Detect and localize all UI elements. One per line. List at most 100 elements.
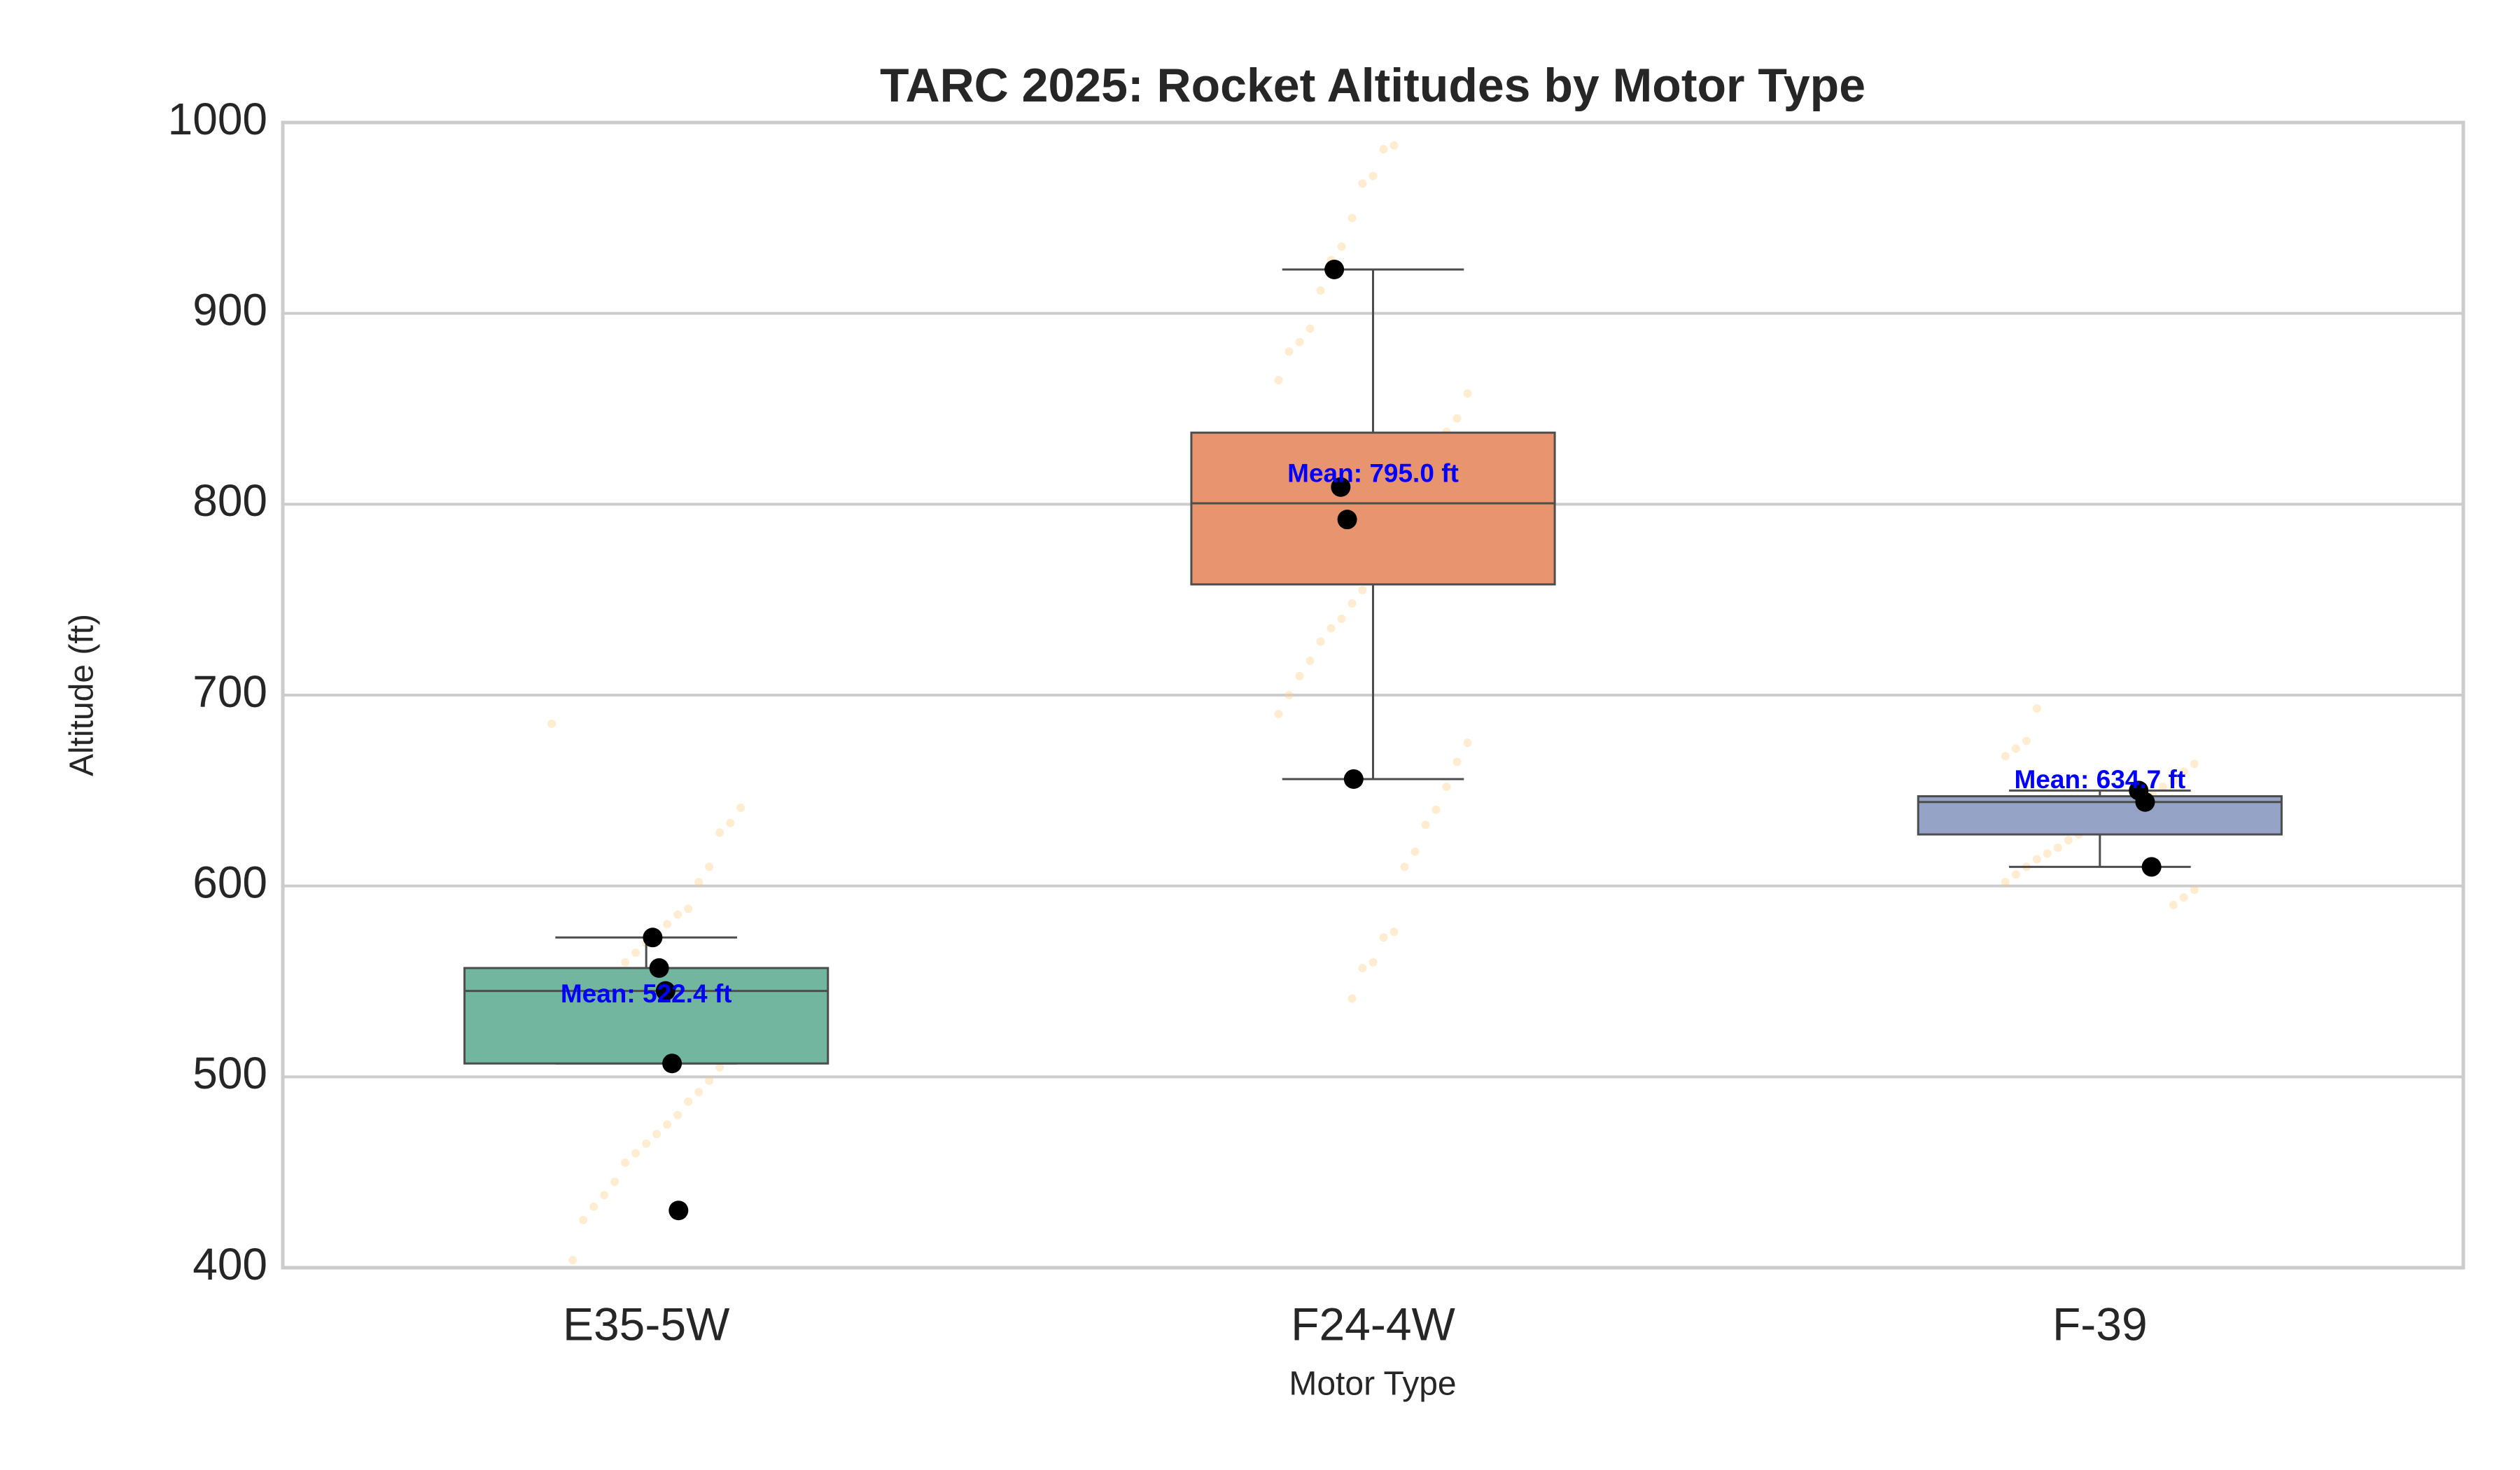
background-point	[2001, 752, 2010, 761]
background-point	[2179, 893, 2188, 902]
background-point	[642, 1139, 651, 1148]
background-point	[1400, 862, 1409, 872]
data-point	[2141, 857, 2162, 877]
background-point	[694, 1088, 704, 1097]
data-point	[655, 981, 676, 1001]
background-point	[1390, 141, 1399, 150]
background-point	[2011, 744, 2020, 753]
background-point	[2179, 767, 2188, 776]
background-point	[673, 1110, 682, 1119]
background-point	[1452, 414, 1462, 423]
x-axis-label: Motor Type	[1289, 1366, 1456, 1403]
chart-title: TARC 2025: Rocket Altitudes by Motor Typ…	[880, 59, 1865, 112]
background-point	[589, 1202, 598, 1211]
data-point	[1337, 510, 1357, 530]
mean-label: Mean: 522.4 ft	[561, 979, 732, 1008]
background-point	[1379, 933, 1388, 942]
background-point	[2190, 760, 2199, 769]
background-point	[2158, 782, 2167, 791]
background-point	[1410, 847, 1420, 856]
background-point	[1337, 614, 1346, 623]
background-point	[715, 1063, 724, 1072]
background-point	[673, 910, 682, 919]
background-point	[1348, 994, 1357, 1003]
data-point	[649, 958, 669, 978]
background-point	[2022, 736, 2031, 746]
mean-label: Mean: 795.0 ft	[1287, 459, 1459, 488]
background-point	[1348, 214, 1357, 223]
background-point	[1274, 710, 1283, 719]
background-point	[2001, 878, 2010, 887]
background-point	[1284, 691, 1294, 699]
background-point	[1421, 820, 1430, 830]
y-axis-label: Altitude (ft)	[64, 614, 101, 776]
background-point	[1390, 927, 1399, 937]
background-point	[1379, 145, 1388, 154]
data-point	[1324, 259, 1345, 279]
background-point	[568, 1256, 578, 1265]
background-point	[1358, 586, 1367, 595]
background-point	[1442, 782, 1451, 791]
data-point	[662, 1054, 682, 1074]
background-point	[705, 862, 714, 872]
y-tick-label: 500	[192, 1048, 267, 1098]
plot-frame	[281, 120, 2465, 1270]
data-point	[643, 927, 663, 948]
y-tick-label: 700	[192, 666, 267, 717]
y-tick-label: 600	[192, 858, 267, 908]
background-point	[1368, 172, 1378, 181]
background-point	[715, 828, 724, 837]
background-point	[621, 958, 630, 967]
data-point	[1331, 477, 1351, 497]
background-point	[2064, 836, 2073, 845]
y-tick-label: 1000	[168, 94, 267, 144]
background-point	[1284, 347, 1294, 356]
data-point	[2129, 780, 2149, 801]
y-tick-label: 800	[192, 475, 267, 526]
background-point	[1295, 337, 1304, 346]
background-point	[1274, 376, 1283, 385]
background-point	[2190, 886, 2199, 895]
background-point	[600, 1191, 609, 1200]
background-point	[2169, 900, 2178, 909]
background-point	[1368, 958, 1378, 967]
background-point	[631, 1149, 640, 1158]
mean-label: Mean: 634.7 ft	[2014, 765, 2185, 794]
background-point	[1295, 671, 1304, 680]
background-point	[1326, 624, 1336, 633]
background-point	[1348, 599, 1357, 608]
background-point	[2053, 844, 2062, 853]
data-point	[1343, 769, 1364, 789]
background-point	[631, 948, 640, 958]
background-point	[1306, 324, 1315, 333]
background-point	[1306, 656, 1315, 665]
background-point	[1358, 179, 1367, 188]
box	[463, 967, 830, 1065]
background-point	[684, 904, 693, 913]
background-point	[621, 1158, 630, 1168]
background-point	[663, 1120, 672, 1129]
background-point	[736, 803, 746, 812]
background-point	[547, 719, 556, 728]
x-tick-label: E35-5W	[563, 1298, 730, 1350]
background-point	[2032, 704, 2041, 713]
y-tick-label: 900	[192, 285, 267, 335]
background-point	[1463, 738, 1472, 748]
background-point	[694, 878, 704, 887]
background-point	[1358, 963, 1367, 972]
y-tick-label: 400	[192, 1239, 267, 1289]
background-point	[1463, 389, 1472, 398]
background-point	[1316, 637, 1325, 646]
background-point	[2032, 855, 2041, 864]
x-tick-label: F24-4W	[1291, 1298, 1455, 1350]
background-point	[652, 1130, 662, 1139]
background-point	[684, 1097, 693, 1106]
background-point	[1337, 242, 1346, 251]
background-point	[705, 1076, 714, 1085]
background-point	[1452, 757, 1462, 766]
background-point	[663, 920, 672, 929]
x-tick-label: F-39	[2052, 1298, 2148, 1350]
background-point	[726, 818, 735, 827]
background-point	[610, 1177, 620, 1186]
